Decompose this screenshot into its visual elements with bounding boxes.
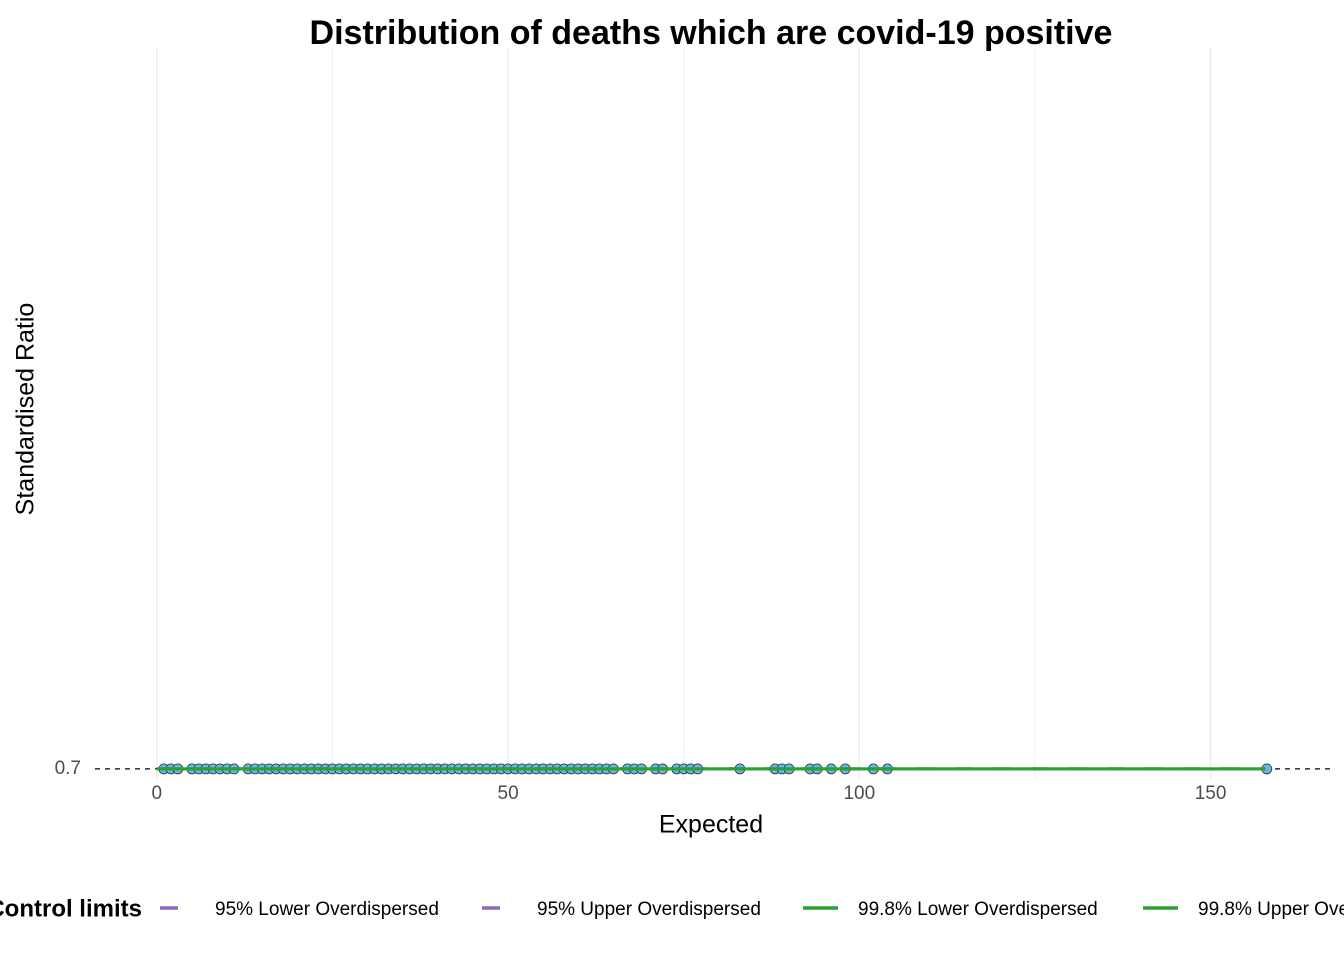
legend-label: 99.8% Upper Overdispersed xyxy=(1198,899,1344,920)
legend-label: 95% Lower Overdispersed xyxy=(215,899,439,920)
y-axis-label: Standardised Ratio xyxy=(12,303,40,516)
legend-label: 99.8% Lower Overdispersed xyxy=(858,899,1098,920)
x-tick-label: 0 xyxy=(152,783,163,804)
x-tick-label: 50 xyxy=(498,783,519,804)
x-tick-label: 100 xyxy=(843,783,875,804)
x-tick-label: 150 xyxy=(1195,783,1227,804)
chart-title: Distribution of deaths which are covid-1… xyxy=(310,14,1113,52)
legend-label: 95% Upper Overdispersed xyxy=(537,899,761,920)
legend-title: Control limits xyxy=(0,895,142,922)
x-axis-label: Expected xyxy=(659,811,763,839)
y-tick-label: 0.7 xyxy=(55,758,81,779)
